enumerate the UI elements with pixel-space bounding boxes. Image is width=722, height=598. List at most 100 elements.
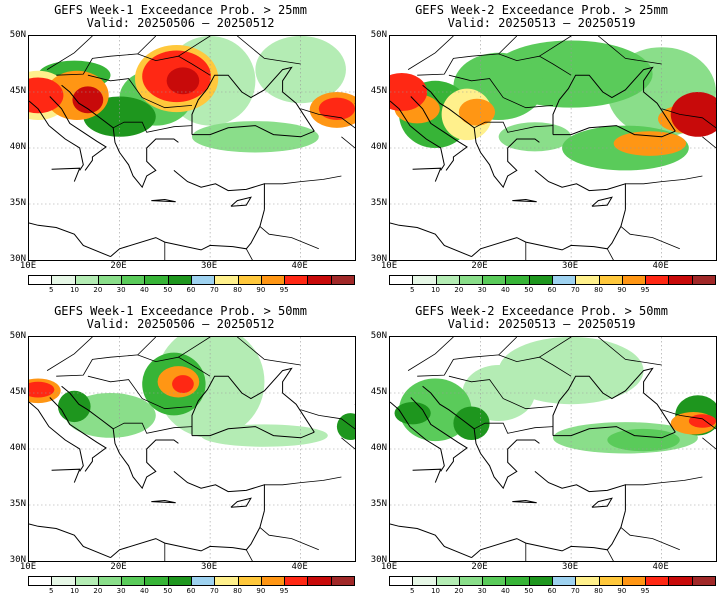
- longitude-label: 40E: [291, 261, 308, 271]
- country-border: [237, 337, 301, 366]
- country-border: [46, 36, 93, 70]
- probability-contour: [29, 381, 55, 398]
- coastline: [151, 499, 176, 504]
- colorbar-swatch: [167, 576, 192, 586]
- coastline: [591, 196, 613, 207]
- coastline: [390, 401, 445, 472]
- probability-contour: [255, 36, 346, 104]
- coastline: [29, 401, 84, 472]
- colorbar-swatch: [435, 576, 460, 586]
- colorbar-swatch: [575, 275, 600, 285]
- colorbar-label: 5: [49, 286, 54, 294]
- colorbar-label: 10: [70, 286, 80, 294]
- map-area: [28, 35, 356, 261]
- colorbar-label: 50: [524, 286, 534, 294]
- coastline: [390, 222, 472, 258]
- coastline: [230, 196, 252, 207]
- colorbar-label: 40: [139, 587, 149, 595]
- longitude-label: 20E: [471, 562, 488, 572]
- longitude-label: 10E: [380, 261, 398, 271]
- country-border: [407, 36, 454, 70]
- colorbar-label: 95: [279, 587, 289, 595]
- latitude-label: 35N: [370, 499, 387, 509]
- colorbar-swatch: [121, 576, 146, 586]
- colorbar-swatch: [214, 576, 239, 586]
- colorbar-label: 80: [233, 286, 243, 294]
- longitude-label: 20E: [110, 261, 127, 271]
- country-border: [178, 337, 211, 358]
- coastline: [230, 497, 252, 508]
- coastline: [29, 222, 111, 258]
- colorbar-swatch: [284, 275, 309, 285]
- colorbar-swatch: [191, 275, 216, 285]
- country-border: [498, 337, 518, 356]
- longitude-label: 30E: [561, 562, 579, 572]
- colorbar-swatch: [191, 576, 216, 586]
- latitude-label: 45N: [9, 387, 26, 397]
- colorbar-swatch: [144, 576, 169, 586]
- colorbar-swatch: [97, 275, 123, 285]
- colorbar-swatch: [691, 275, 716, 285]
- colorbar-swatch: [28, 576, 53, 586]
- colorbar-label: 60: [547, 286, 557, 294]
- latitude-label: 40N: [370, 142, 387, 152]
- colorbar: 5 10 20 30 40 50 60 70 80 90 95: [28, 576, 355, 598]
- latitude-label: 30N: [9, 555, 26, 565]
- latitude-label: 40N: [9, 443, 26, 453]
- latitude-label: 35N: [9, 499, 26, 509]
- colorbar-swatch: [645, 275, 670, 285]
- coastline: [534, 170, 626, 210]
- colorbar-label: 40: [500, 286, 510, 294]
- colorbar-label: 90: [256, 587, 266, 595]
- coastline: [471, 510, 626, 558]
- colorbar-swatch: [28, 275, 53, 285]
- probability-map: [390, 36, 716, 260]
- coastline: [192, 125, 315, 138]
- colorbar-label: 50: [524, 587, 534, 595]
- probability-map: [29, 337, 355, 561]
- colorbar-label: 30: [116, 587, 126, 595]
- map-panel-w2-25: GEFS Week-2 Exceedance Prob. > 25mm Valid…: [361, 0, 722, 297]
- country-border: [259, 226, 319, 250]
- coastline: [412, 167, 442, 182]
- latitude-label: 30N: [9, 254, 26, 264]
- colorbar-swatch: [691, 576, 716, 586]
- colorbar-label: 20: [454, 286, 464, 294]
- coastline: [553, 426, 676, 439]
- coastline: [591, 497, 613, 508]
- map-area: [389, 336, 717, 562]
- country-border: [448, 375, 554, 410]
- colorbar-label: 40: [500, 587, 510, 595]
- country-border: [300, 409, 355, 430]
- colorbar-swatch: [668, 576, 693, 586]
- colorbar: 5 10 20 30 40 50 60 70 80 90 95: [389, 275, 716, 297]
- colorbar-swatch: [412, 275, 437, 285]
- colorbar-swatch: [412, 576, 437, 586]
- coastline: [422, 385, 482, 454]
- country-border: [625, 175, 703, 185]
- colorbar-label: 95: [279, 286, 289, 294]
- colorbar: 5 10 20 30 40 50 60 70 80 90 95: [389, 576, 716, 598]
- probability-contour: [613, 131, 687, 156]
- coastline: [552, 367, 676, 436]
- colorbar-swatch: [74, 275, 99, 285]
- country-border: [87, 375, 193, 410]
- colorbar-label: 20: [93, 587, 103, 595]
- coastline: [553, 125, 676, 138]
- colorbar-label: 80: [594, 286, 604, 294]
- country-border: [620, 527, 680, 551]
- country-border: [625, 476, 703, 486]
- country-border: [300, 108, 355, 129]
- longitude-label: 40E: [652, 562, 669, 572]
- country-border: [606, 248, 614, 260]
- colorbar-swatch: [505, 576, 530, 586]
- colorbar-swatch: [307, 275, 332, 285]
- coastline: [173, 170, 265, 210]
- colorbar-swatch: [284, 576, 309, 586]
- probability-contour: [607, 428, 680, 452]
- coastline: [110, 510, 265, 558]
- probability-map: [29, 36, 355, 260]
- colorbar-label: 10: [431, 286, 441, 294]
- colorbar-swatch: [51, 275, 76, 285]
- colorbar-label: 30: [477, 587, 487, 595]
